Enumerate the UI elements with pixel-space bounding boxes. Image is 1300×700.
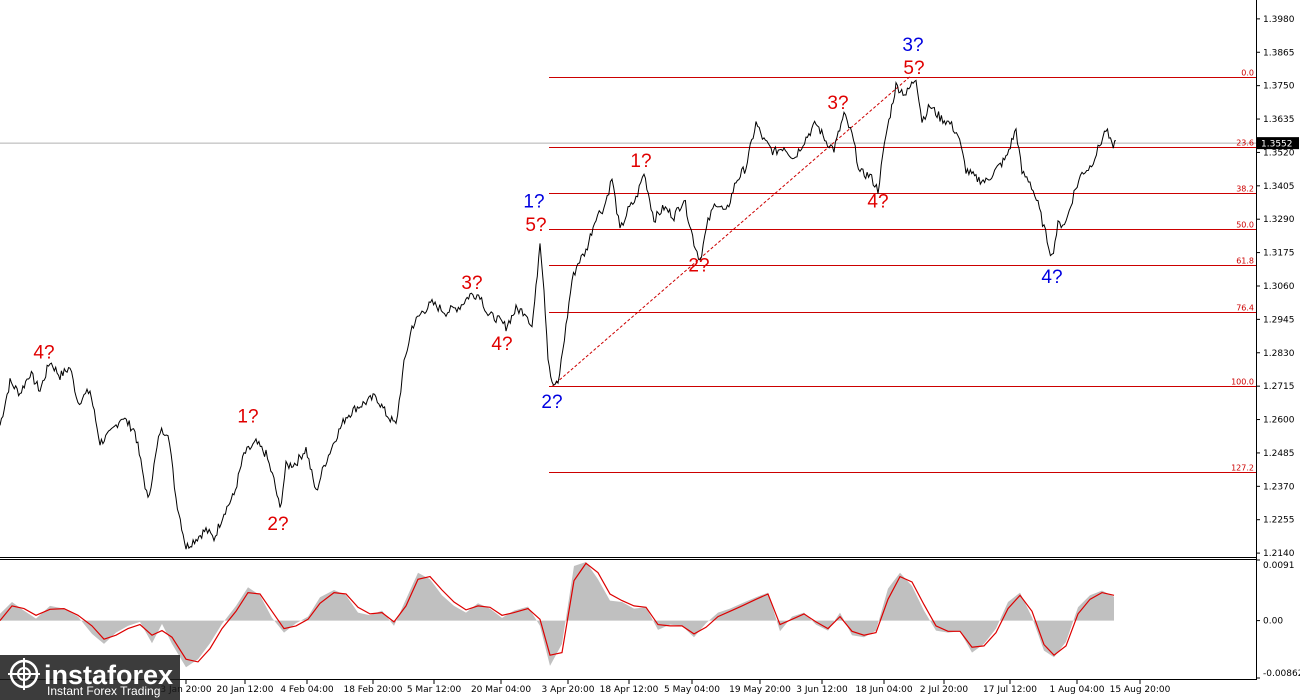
price-pane: 0.0 23.6 38.2 50.0 61.8 76.4 100.0 127.2 4? 1? 2? 3… xyxy=(0,35,1256,550)
fib-level-label: 61.8 xyxy=(1236,257,1254,266)
wave-label: 4? xyxy=(867,192,888,213)
wave-label: 5? xyxy=(525,215,546,236)
wave-label: 1? xyxy=(630,151,651,172)
price-tick-label: 1.2255 xyxy=(1263,516,1295,526)
price-tick-label: 1.2830 xyxy=(1263,349,1295,359)
watermark-tagline: Instant Forex Trading xyxy=(47,684,160,698)
wave-label: 4? xyxy=(491,334,512,355)
instaforex-logo-icon xyxy=(8,658,40,690)
price-tick-label: 1.3520 xyxy=(1263,148,1295,158)
time-tick-label: 4 Feb 04:00 xyxy=(280,685,334,695)
time-tick-label: 15 Aug 20:00 xyxy=(1110,685,1171,695)
wave-label: 1? xyxy=(523,192,544,213)
oscillator-tick-label: 0.0091 xyxy=(1263,561,1295,571)
price-tick-label: 1.2370 xyxy=(1263,482,1295,492)
time-tick-label: 2 Jul 20:00 xyxy=(920,685,969,695)
time-tick-label: 20 Mar 04:00 xyxy=(471,685,531,695)
price-tick-label: 1.2715 xyxy=(1263,382,1295,392)
oscillator-histogram xyxy=(0,562,1114,668)
wave-label: 4? xyxy=(1041,267,1062,288)
watermark-brand: instaforex xyxy=(44,660,173,690)
time-tick-label: 17 Jul 12:00 xyxy=(983,685,1037,695)
time-tick-label: 20 Jan 12:00 xyxy=(217,685,274,695)
time-tick-label: 18 Apr 12:00 xyxy=(600,685,659,695)
time-tick-label: 18 Jun 04:00 xyxy=(855,685,912,695)
fib-level-label: 50.0 xyxy=(1236,221,1254,230)
time-tick-label: 19 May 20:00 xyxy=(729,685,791,695)
wave-label: 3? xyxy=(827,93,848,114)
price-tick-label: 1.3635 xyxy=(1263,115,1295,125)
price-tick-label: 1.2945 xyxy=(1263,315,1295,325)
wave-trend-line xyxy=(551,76,911,387)
price-tick-label: 1.2600 xyxy=(1263,416,1295,426)
oscillator-signal-line xyxy=(0,562,1115,663)
wave-label: 2? xyxy=(541,392,562,413)
current-price-box xyxy=(1257,137,1299,150)
fib-level-label: 100.0 xyxy=(1231,378,1254,387)
price-tick-label: 1.3980 xyxy=(1263,15,1295,25)
oscillator-tick-label: 0.00 xyxy=(1263,617,1283,627)
price-tick-label: 1.3865 xyxy=(1263,48,1295,58)
time-tick-label: 3 Apr 20:00 xyxy=(542,685,595,695)
wave-label: 5? xyxy=(903,58,924,79)
wave-label: 2? xyxy=(267,514,288,535)
fib-level-label: 38.2 xyxy=(1236,185,1254,194)
price-tick-label: 1.2140 xyxy=(1263,549,1295,559)
wave-label: 3? xyxy=(902,35,923,56)
current-price-label: 1.3552 xyxy=(1261,140,1293,150)
price-tick-label: 1.3060 xyxy=(1263,282,1295,292)
price-tick-label: 1.2485 xyxy=(1263,449,1295,459)
time-tick-label: 18 Feb 20:00 xyxy=(343,685,402,695)
oscillator-tick-label: -0.00862 xyxy=(1263,669,1300,679)
wave-label: 2? xyxy=(688,255,709,276)
time-tick-label: 3 Jun 12:00 xyxy=(796,685,848,695)
time-tick-label: 5 Mar 12:00 xyxy=(407,685,462,695)
wave-label: 4? xyxy=(33,343,54,364)
price-series-line xyxy=(0,79,1116,550)
wave-label: 1? xyxy=(237,406,258,427)
oscillator-pane xyxy=(0,562,1115,668)
time-tick-label: 5 May 04:00 xyxy=(664,685,720,695)
fib-level-label: 23.6 xyxy=(1236,139,1254,148)
fib-level-label: 0.0 xyxy=(1241,69,1254,78)
time-tick-label: 3 Jan 20:00 xyxy=(160,685,212,695)
fib-level-label: 127.2 xyxy=(1231,464,1254,473)
price-tick-label: 1.3175 xyxy=(1263,249,1295,259)
time-tick-label: 1 Aug 04:00 xyxy=(1050,685,1105,695)
wave-label: 3? xyxy=(461,273,482,294)
price-tick-label: 1.3750 xyxy=(1263,82,1295,92)
price-tick-label: 1.3290 xyxy=(1263,215,1295,225)
fib-level-label: 76.4 xyxy=(1236,304,1254,313)
price-tick-label: 1.3405 xyxy=(1263,182,1295,192)
